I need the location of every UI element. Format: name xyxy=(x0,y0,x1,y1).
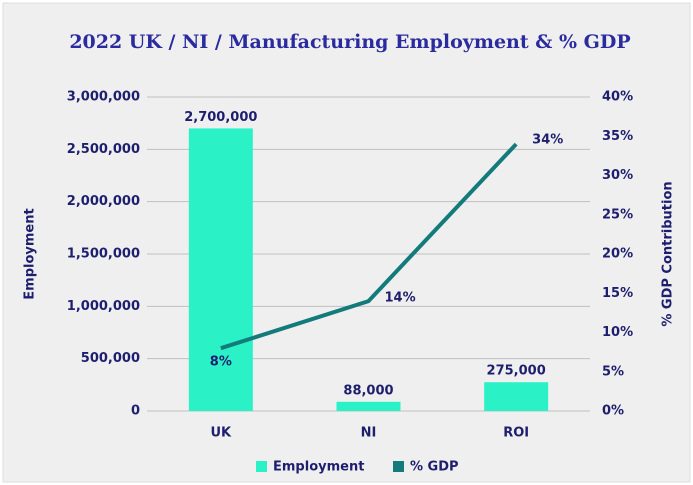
y2-axis-title: % GDP Contribution xyxy=(661,181,676,326)
y2-tick-label: 30% xyxy=(602,168,633,183)
y2-tick-label: 35% xyxy=(602,129,633,144)
y-tick-label: 1,500,000 xyxy=(67,247,140,262)
y-tick-label: 3,000,000 xyxy=(67,90,140,105)
y2-tick-label: 25% xyxy=(602,207,633,222)
y-tick-label: 2,500,000 xyxy=(67,142,140,157)
bar-value-label: 88,000 xyxy=(343,383,393,398)
x-tick-label: ROI xyxy=(503,426,529,441)
y2-tick-label: 15% xyxy=(602,286,633,301)
bar xyxy=(188,128,253,411)
line-value-label: 8% xyxy=(210,355,232,370)
legend-swatch xyxy=(393,461,404,472)
y2-tick-label: 20% xyxy=(602,247,633,262)
y2-tick-label: 40% xyxy=(602,90,633,105)
x-tick-label: NI xyxy=(361,426,377,441)
x-tick-label: UK xyxy=(211,426,233,441)
y-tick-label: 2,000,000 xyxy=(67,194,140,209)
y-axis-title: Employment xyxy=(23,208,38,299)
bar xyxy=(484,382,549,411)
legend-label: Employment xyxy=(273,460,364,475)
legend-label: % GDP xyxy=(410,460,459,475)
y2-tick-label: 5% xyxy=(602,364,624,379)
y-tick-label: 1,000,000 xyxy=(67,299,140,314)
y-tick-label: 0 xyxy=(131,404,140,419)
y2-tick-label: 0% xyxy=(602,404,624,419)
line-value-label: 34% xyxy=(532,133,563,148)
line xyxy=(220,142,518,351)
bar-value-label: 275,000 xyxy=(487,364,546,379)
legend-swatch xyxy=(256,461,267,472)
bar xyxy=(336,401,401,411)
bar-value-label: 2,700,000 xyxy=(184,110,257,125)
chart-title: 2022 UK / NI / Manufacturing Employment … xyxy=(69,31,630,53)
y2-tick-label: 10% xyxy=(602,325,633,340)
y-tick-label: 500,000 xyxy=(81,351,140,366)
line-value-label: 14% xyxy=(385,291,416,306)
